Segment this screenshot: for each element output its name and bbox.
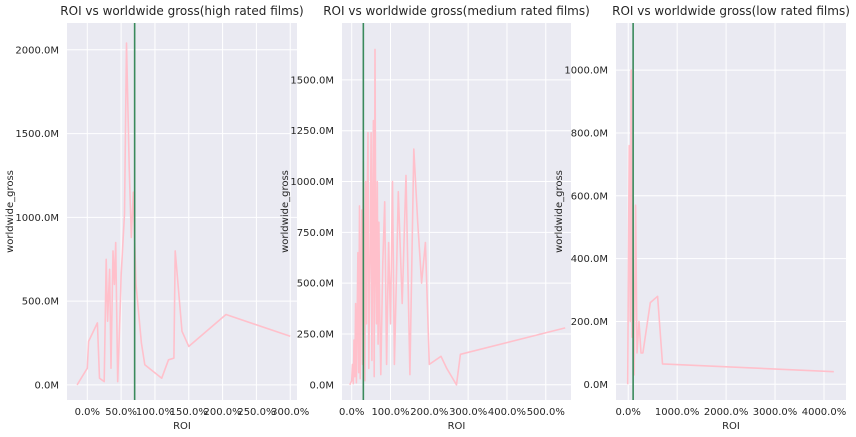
chart-panel-1: 0.0% 50.0%100.0%150.0%200.0%250.0%300.0% 0… [5,4,309,432]
y-tick-label: 1000.0M [564,66,608,77]
y-tick-label: 0.0M [309,380,334,391]
x-tick-label: 1000.0% [655,407,700,418]
x-tick-label: 2000.0% [704,407,749,418]
y-tick-label: 800.0M [571,128,608,139]
x-tick-label: 4000.0% [802,407,847,418]
y-tick-label: 1000.0M [15,213,59,224]
y-tick-label: 1000.0M [290,177,334,188]
y-tick-label: 400.0M [571,254,608,265]
y-axis-label: worldwide_gross [554,170,565,253]
x-tick-label: 0.0% [339,407,364,418]
y-tick-label: 0.0M [583,380,608,391]
x-tick-label: 0.0% [75,407,100,418]
x-tick-label: 300.0% [271,407,309,418]
x-tick-label: 200.0% [204,407,242,418]
y-tick-label: 1500.0M [290,75,334,86]
x-tick-label: 200.0% [410,407,448,418]
plot-area [67,23,297,400]
x-tick-label: 150.0% [170,407,208,418]
x-tick-label: 300.0% [449,407,487,418]
x-tick-label: 3000.0% [753,407,798,418]
x-tick-label: 0.0% [616,407,641,418]
x-tick-label: 250.0% [237,407,275,418]
chart-title: ROI vs worldwide gross(medium rated film… [323,4,590,18]
x-tick-label: 100.0% [371,407,409,418]
y-tick-label: 1250.0M [290,126,334,137]
plot-area [616,23,846,400]
y-axis-label: worldwide_gross [280,170,291,253]
chart-panel-3: 0.0% 1000.0% 2000.0% 3000.0% 4000.0% 0.0M 200.… [554,4,850,432]
y-tick-label: 500.0M [297,279,334,290]
x-axis-label: ROI [448,421,466,432]
y-tick-label: 0.0M [34,380,59,391]
x-tick-label: 50.0% [105,407,137,418]
y-tick-label: 500.0M [22,297,59,308]
y-tick-label: 250.0M [297,329,334,340]
x-axis-label: ROI [722,421,740,432]
chart-title: ROI vs worldwide gross(low rated films) [612,4,850,18]
chart-title: ROI vs worldwide gross(high rated films) [60,4,303,18]
chart-panel-2: 0.0% 100.0% 200.0% 300.0% 400.0% 500.0% 0.0M 25… [280,4,590,432]
series-line [626,69,834,385]
x-tick-label: 500.0% [527,407,565,418]
y-tick-label: 600.0M [571,191,608,202]
series-line [349,48,566,386]
y-tick-label: 200.0M [571,317,608,328]
y-tick-label: 750.0M [297,228,334,239]
x-tick-label: 100.0% [136,407,174,418]
x-tick-label: 400.0% [488,407,526,418]
x-axis-label: ROI [173,421,191,432]
y-tick-label: 2000.0M [15,45,59,56]
y-axis-label: worldwide_gross [5,170,16,253]
y-tick-label: 1500.0M [15,129,59,140]
series-line [76,42,291,386]
